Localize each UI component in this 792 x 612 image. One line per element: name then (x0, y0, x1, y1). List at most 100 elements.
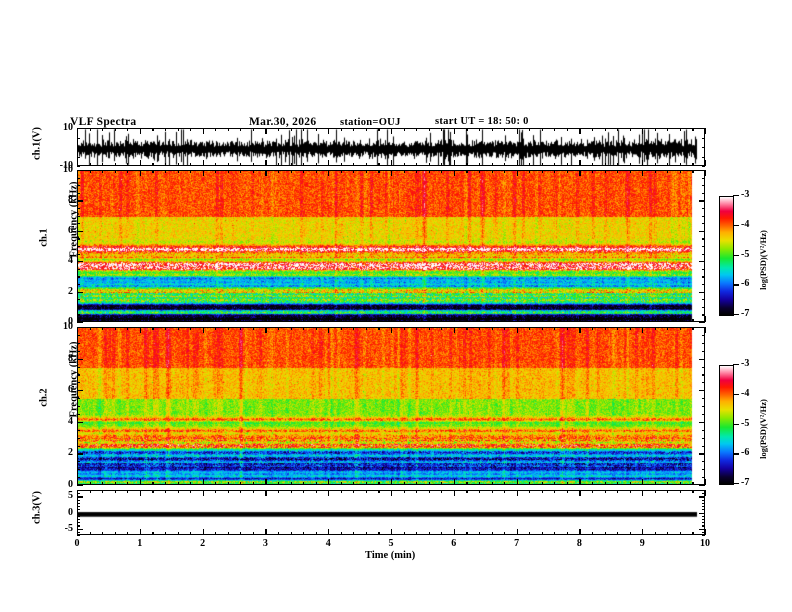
x-tick (529, 327, 531, 331)
x-tick (265, 327, 267, 333)
x-tick (139, 490, 141, 496)
ch3-voltage-minor-tick (77, 502, 81, 505)
ch3-voltage-minor-tick (77, 493, 81, 495)
colorbar-ch1-tick (734, 314, 739, 316)
ch2-frequency-minor-tick (77, 334, 81, 337)
x-tick (164, 327, 167, 331)
ch2-frequency-minor-tick (77, 374, 81, 376)
x-tick (340, 170, 342, 174)
x-tick (164, 162, 167, 166)
x-tick (328, 327, 330, 333)
x-tick (290, 327, 292, 331)
x-tick (265, 490, 267, 496)
x-tick (504, 531, 506, 535)
ch1-voltage-minor-tick (77, 166, 81, 168)
x-tick (290, 481, 292, 485)
x-tick (541, 531, 543, 535)
x-tick (504, 162, 506, 166)
x-tick (114, 162, 116, 166)
x-tick (102, 170, 104, 174)
x-tick (629, 327, 631, 331)
start-ut-time: start UT = 18: 50: 0 (435, 116, 529, 127)
x-tick (705, 170, 707, 176)
ch3-voltage-tick (77, 496, 83, 498)
ch2-frequency-minor-tick (701, 406, 705, 408)
x-tick (617, 162, 619, 166)
x-tick (592, 128, 594, 132)
x-tick (642, 160, 644, 166)
x-tick (667, 531, 669, 535)
ch2-frequency-tick (699, 453, 705, 455)
x-tick (114, 490, 116, 494)
x-tick (127, 170, 129, 174)
x-tick (541, 128, 543, 132)
x-tick (566, 170, 568, 174)
x-tick (152, 318, 154, 322)
x-tick (215, 170, 217, 174)
ch1-frequency-minor-tick (77, 215, 81, 217)
x-tick (215, 162, 217, 166)
x-tick (227, 531, 229, 535)
colorbar-ch1-axis (733, 195, 734, 315)
x-tick (177, 531, 179, 535)
ch3-voltage-minor-tick (77, 535, 81, 537)
ch2-frequency-minor-tick (701, 461, 705, 463)
x-tick (478, 531, 481, 535)
ch2-frequency-tick (699, 390, 705, 392)
x-tick (629, 481, 631, 485)
ch3-voltage-label: -5 (64, 522, 73, 534)
x-tick (705, 479, 707, 485)
x-tick-label: 5 (388, 538, 394, 549)
ch1-frequency-minor-tick (701, 215, 705, 217)
x-tick (478, 490, 481, 494)
x-tick (177, 490, 179, 494)
x-tick (579, 170, 581, 176)
x-tick (378, 481, 380, 485)
x-tick (441, 481, 443, 485)
ch3-voltage-minor-tick (77, 515, 81, 517)
x-tick (529, 481, 531, 485)
ch1-frequency-label: 0 (68, 316, 73, 327)
x-tick (127, 481, 129, 485)
x-tick (692, 128, 694, 132)
x-tick (654, 162, 656, 166)
x-tick (164, 481, 167, 485)
x-tick (265, 529, 267, 535)
x-tick (391, 529, 393, 535)
x-tick (629, 531, 631, 535)
ch2-frequency-label: 6 (68, 384, 73, 396)
x-tick (190, 490, 192, 494)
ch1-spectrogram-canvas (78, 171, 704, 321)
colorbar-ch2-axis (733, 364, 734, 484)
x-tick (705, 160, 707, 166)
x-tick (416, 481, 418, 485)
x-tick (642, 529, 644, 535)
x-tick (340, 490, 342, 494)
x-tick (164, 318, 167, 322)
x-tick (252, 162, 254, 166)
x-tick (428, 162, 430, 166)
x-tick (89, 490, 91, 494)
x-tick (290, 170, 292, 174)
x-tick (642, 490, 644, 496)
x-tick (453, 128, 455, 134)
x-tick (152, 481, 154, 485)
x-tick (365, 162, 368, 166)
x-tick (114, 318, 116, 322)
ch3-voltage-minor-tick (701, 535, 705, 537)
x-tick (617, 327, 619, 331)
x-tick (416, 531, 418, 535)
x-tick (177, 170, 179, 174)
x-tick (654, 318, 656, 322)
ch1-frequency-minor-tick (77, 314, 81, 316)
x-tick (365, 490, 368, 494)
x-tick (592, 531, 594, 535)
ch1-frequency-minor-tick (701, 246, 705, 248)
x-tick (315, 531, 317, 535)
x-tick (202, 529, 204, 535)
x-tick (705, 316, 707, 322)
x-tick (667, 170, 669, 174)
x-tick (127, 531, 129, 535)
x-tick (278, 531, 280, 535)
x-tick (240, 162, 242, 166)
